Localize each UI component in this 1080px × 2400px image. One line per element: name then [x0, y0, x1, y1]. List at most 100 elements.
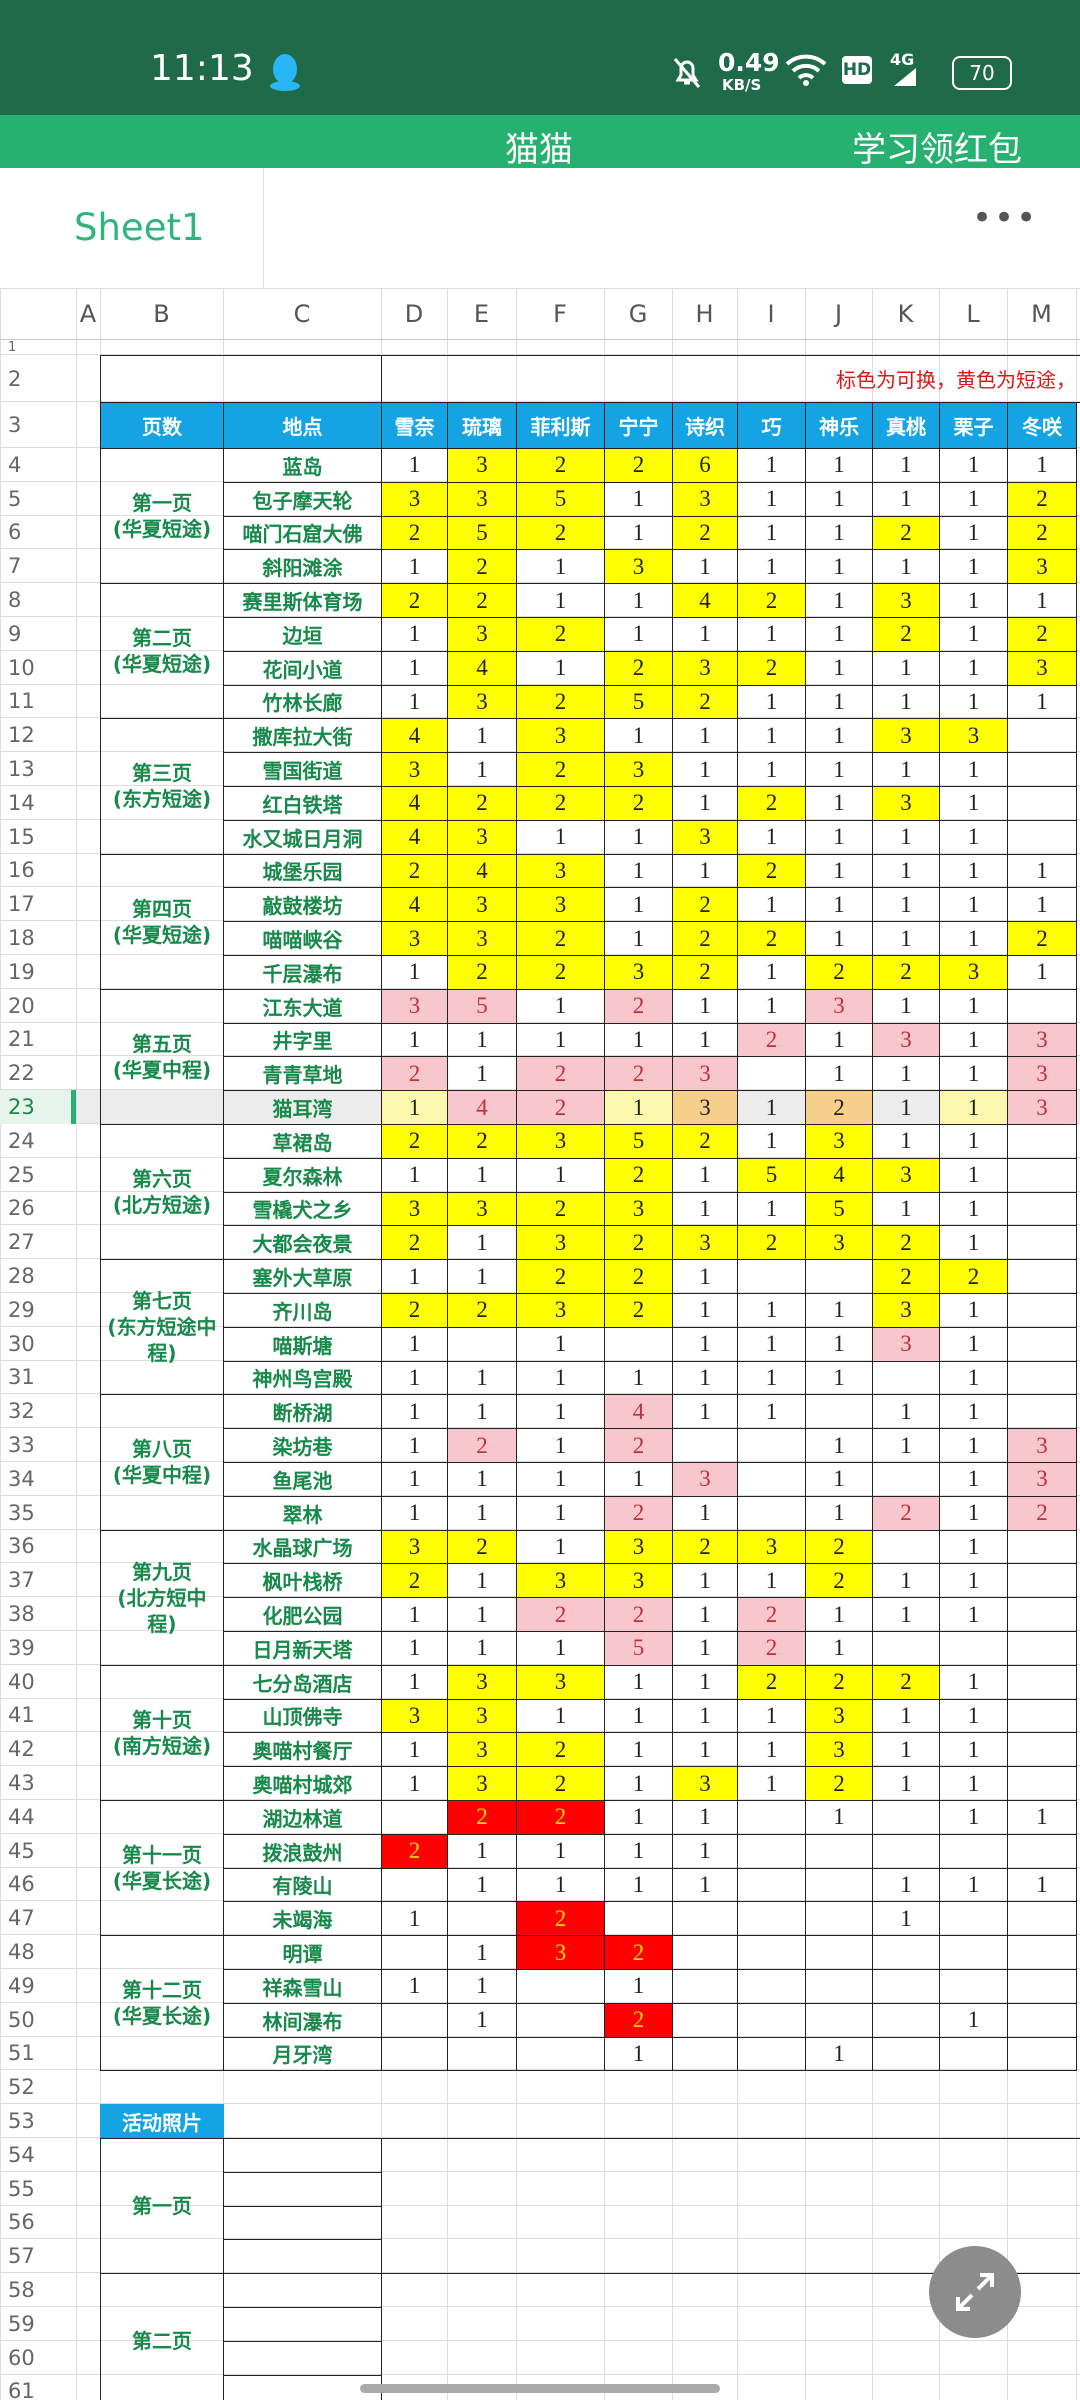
value-cell[interactable]: 3 [805, 1124, 873, 1159]
value-cell[interactable]: 2 [604, 988, 673, 1024]
value-cell[interactable]: 1 [604, 1800, 673, 1835]
value-cell[interactable] [381, 2036, 448, 2072]
value-cell[interactable]: 1 [672, 1394, 738, 1430]
value-cell[interactable]: 3 [872, 1157, 940, 1193]
value-cell[interactable]: 4 [381, 819, 448, 855]
photo-box[interactable] [381, 2273, 1080, 2400]
value-cell[interactable] [737, 1462, 806, 1497]
value-cell[interactable]: 1 [672, 1563, 738, 1599]
value-cell[interactable]: 1 [737, 448, 806, 483]
value-cell[interactable]: 3 [447, 617, 517, 652]
value-cell[interactable]: 1 [737, 515, 806, 551]
value-cell[interactable]: 1 [939, 481, 1008, 517]
value-cell[interactable] [1007, 1360, 1077, 1396]
value-cell[interactable]: 3 [672, 650, 738, 686]
value-cell[interactable]: 1 [805, 819, 873, 855]
value-cell[interactable]: 1 [939, 1360, 1008, 1396]
value-cell[interactable]: 3 [1007, 1022, 1077, 1058]
value-cell[interactable]: 1 [447, 1360, 517, 1396]
value-cell[interactable] [737, 1800, 806, 1835]
value-cell[interactable]: 1 [805, 1326, 873, 1362]
value-cell[interactable]: 3 [604, 549, 673, 585]
value-cell[interactable]: 3 [381, 1698, 448, 1734]
value-cell[interactable]: 2 [672, 684, 738, 720]
value-cell[interactable]: 2 [872, 1259, 940, 1294]
value-cell[interactable]: 1 [805, 1360, 873, 1396]
value-cell[interactable]: 3 [1007, 1056, 1077, 1092]
sheet-tab[interactable]: Sheet1 [74, 206, 205, 249]
expand-button[interactable] [929, 2246, 1021, 2338]
value-cell[interactable]: 2 [604, 1259, 673, 1294]
place-cell[interactable]: 日月新天塔 [223, 1631, 382, 1666]
value-cell[interactable]: 2 [447, 1529, 517, 1565]
more-menu[interactable]: ••• [972, 198, 1039, 238]
value-cell[interactable]: 1 [737, 1732, 806, 1768]
value-cell[interactable]: 1 [939, 887, 1008, 923]
value-cell[interactable] [381, 1800, 448, 1835]
column-header[interactable]: 页数 [100, 402, 224, 449]
value-cell[interactable]: 1 [737, 718, 806, 754]
value-cell[interactable]: 1 [672, 1259, 738, 1294]
value-cell[interactable]: 1 [872, 1428, 940, 1463]
value-cell[interactable]: 1 [939, 1157, 1008, 1193]
place-cell[interactable]: 城堡乐园 [223, 853, 382, 889]
value-cell[interactable]: 1 [939, 1225, 1008, 1261]
page-cell[interactable]: 第三页 (东方短途) [100, 718, 224, 855]
value-cell[interactable] [737, 2036, 806, 2072]
value-cell[interactable]: 1 [939, 1597, 1008, 1632]
value-cell[interactable]: 1 [805, 1597, 873, 1632]
value-cell[interactable]: 1 [737, 988, 806, 1024]
value-cell[interactable]: 1 [604, 1022, 673, 1058]
value-cell[interactable] [381, 1935, 448, 1970]
place-cell[interactable]: 鱼尾池 [223, 1462, 382, 1497]
value-cell[interactable]: 1 [939, 1800, 1008, 1835]
column-header[interactable]: 诗织 [672, 402, 738, 449]
value-cell[interactable]: 1 [805, 1428, 873, 1463]
photo-cell[interactable] [223, 2374, 382, 2400]
value-cell[interactable] [1007, 1394, 1077, 1430]
value-cell[interactable]: 1 [381, 1428, 448, 1463]
value-cell[interactable]: 1 [939, 853, 1008, 889]
place-cell[interactable]: 猫耳湾 [223, 1090, 382, 1125]
value-cell[interactable]: 1 [672, 1833, 738, 1869]
value-cell[interactable]: 1 [939, 1462, 1008, 1497]
value-cell[interactable]: 1 [447, 1394, 517, 1430]
value-cell[interactable] [672, 1428, 738, 1463]
value-cell[interactable]: 1 [604, 1664, 673, 1700]
column-header[interactable]: 琉璃 [447, 402, 517, 449]
value-cell[interactable] [939, 1833, 1008, 1869]
value-cell[interactable] [1007, 1935, 1077, 1970]
column-header[interactable]: 栗子 [939, 402, 1008, 449]
value-cell[interactable]: 2 [1007, 481, 1077, 517]
page-cell[interactable]: 第九页 (北方短中程) [100, 1529, 224, 1666]
value-cell[interactable] [516, 1969, 605, 2004]
value-cell[interactable]: 1 [939, 2002, 1008, 2038]
value-cell[interactable]: 1 [672, 1495, 738, 1531]
value-cell[interactable]: 2 [516, 515, 605, 551]
value-cell[interactable]: 3 [872, 718, 940, 754]
value-cell[interactable]: 2 [604, 1225, 673, 1261]
value-cell[interactable]: 2 [604, 1597, 673, 1632]
value-cell[interactable]: 4 [381, 718, 448, 754]
value-cell[interactable]: 1 [516, 650, 605, 686]
value-cell[interactable] [1007, 1157, 1077, 1193]
place-cell[interactable]: 水又城日月洞 [223, 819, 382, 855]
value-cell[interactable]: 3 [447, 1664, 517, 1700]
value-cell[interactable]: 1 [381, 650, 448, 686]
value-cell[interactable]: 1 [805, 684, 873, 720]
column-header[interactable]: 真桃 [872, 402, 940, 449]
value-cell[interactable]: 3 [604, 752, 673, 787]
value-cell[interactable]: 2 [672, 1529, 738, 1565]
photo-cell[interactable] [223, 2273, 382, 2308]
value-cell[interactable]: 1 [672, 853, 738, 889]
value-cell[interactable] [447, 1326, 517, 1362]
value-cell[interactable]: 1 [939, 515, 1008, 551]
value-cell[interactable]: 1 [381, 1022, 448, 1058]
value-cell[interactable]: 1 [604, 1867, 673, 1903]
value-cell[interactable]: 2 [872, 955, 940, 990]
value-cell[interactable]: 2 [872, 1495, 940, 1531]
value-cell[interactable]: 5 [516, 481, 605, 517]
value-cell[interactable]: 3 [516, 1664, 605, 1700]
value-cell[interactable] [805, 1867, 873, 1903]
value-cell[interactable] [872, 1529, 940, 1565]
